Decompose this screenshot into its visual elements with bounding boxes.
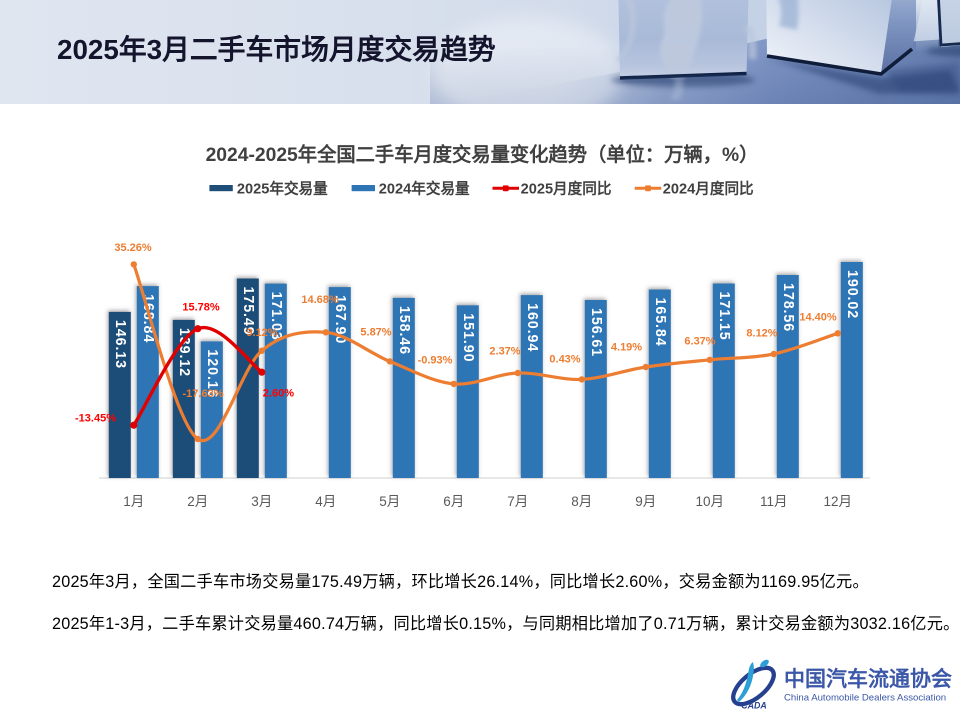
svg-text:6.37%: 6.37% xyxy=(684,336,715,348)
svg-text:0.43%: 0.43% xyxy=(549,354,580,366)
svg-text:9月: 9月 xyxy=(635,494,656,509)
svg-text:5.87%: 5.87% xyxy=(360,327,391,339)
svg-text:9.12%: 9.12% xyxy=(246,327,277,339)
svg-text:5月: 5月 xyxy=(379,494,400,509)
svg-text:2月: 2月 xyxy=(187,494,208,509)
svg-text:171.03: 171.03 xyxy=(268,292,284,341)
svg-text:120.16: 120.16 xyxy=(204,349,220,398)
svg-text:CADA: CADA xyxy=(741,701,766,711)
svg-text:4.19%: 4.19% xyxy=(611,342,642,354)
svg-text:14.40%: 14.40% xyxy=(799,312,837,324)
svg-text:2025月度同比: 2025月度同比 xyxy=(521,180,612,198)
svg-text:-0.93%: -0.93% xyxy=(418,355,453,367)
svg-text:139.12: 139.12 xyxy=(176,328,192,377)
svg-text:10月: 10月 xyxy=(696,494,725,509)
svg-text:3月: 3月 xyxy=(251,494,272,509)
svg-text:2.37%: 2.37% xyxy=(489,346,520,358)
svg-text:171.15: 171.15 xyxy=(716,292,732,341)
svg-text:11月: 11月 xyxy=(760,494,788,509)
svg-text:14.68%: 14.68% xyxy=(301,294,339,306)
svg-text:156.61: 156.61 xyxy=(588,308,604,357)
svg-text:175.49: 175.49 xyxy=(240,287,256,336)
svg-text:2024月度同比: 2024月度同比 xyxy=(663,180,754,198)
svg-text:146.13: 146.13 xyxy=(112,320,128,369)
svg-text:中国汽车流通协会: 中国汽车流通协会 xyxy=(784,667,952,691)
svg-text:6月: 6月 xyxy=(443,494,464,509)
svg-text:8.12%: 8.12% xyxy=(746,328,777,340)
svg-text:1月: 1月 xyxy=(123,494,144,509)
svg-text:12月: 12月 xyxy=(824,494,853,509)
svg-text:178.56: 178.56 xyxy=(780,283,796,332)
svg-text:2.60%: 2.60% xyxy=(263,388,294,400)
svg-text:8月: 8月 xyxy=(571,494,592,509)
svg-text:7月: 7月 xyxy=(507,494,528,509)
svg-text:-17.63%: -17.63% xyxy=(183,388,224,400)
svg-text:167.90: 167.90 xyxy=(332,295,348,344)
svg-text:160.94: 160.94 xyxy=(524,303,540,352)
svg-text:China Automobile Dealers Assoc: China Automobile Dealers Association xyxy=(784,693,946,704)
svg-text:2025年交易量: 2025年交易量 xyxy=(237,180,328,198)
svg-text:158.46: 158.46 xyxy=(396,306,412,355)
svg-text:35.26%: 35.26% xyxy=(114,242,152,254)
svg-text:-13.45%: -13.45% xyxy=(75,413,116,425)
svg-text:2024年交易量: 2024年交易量 xyxy=(379,180,470,198)
svg-text:190.02: 190.02 xyxy=(844,270,860,319)
svg-text:15.78%: 15.78% xyxy=(182,302,220,314)
svg-text:2024-2025年全国二手车月度交易量变化趋势（单位：万辆: 2024-2025年全国二手车月度交易量变化趋势（单位：万辆，%） xyxy=(206,143,759,166)
svg-text:4月: 4月 xyxy=(315,494,336,509)
svg-text:151.90: 151.90 xyxy=(460,313,476,362)
svg-text:168.84: 168.84 xyxy=(140,294,156,343)
svg-text:165.84: 165.84 xyxy=(652,298,668,347)
